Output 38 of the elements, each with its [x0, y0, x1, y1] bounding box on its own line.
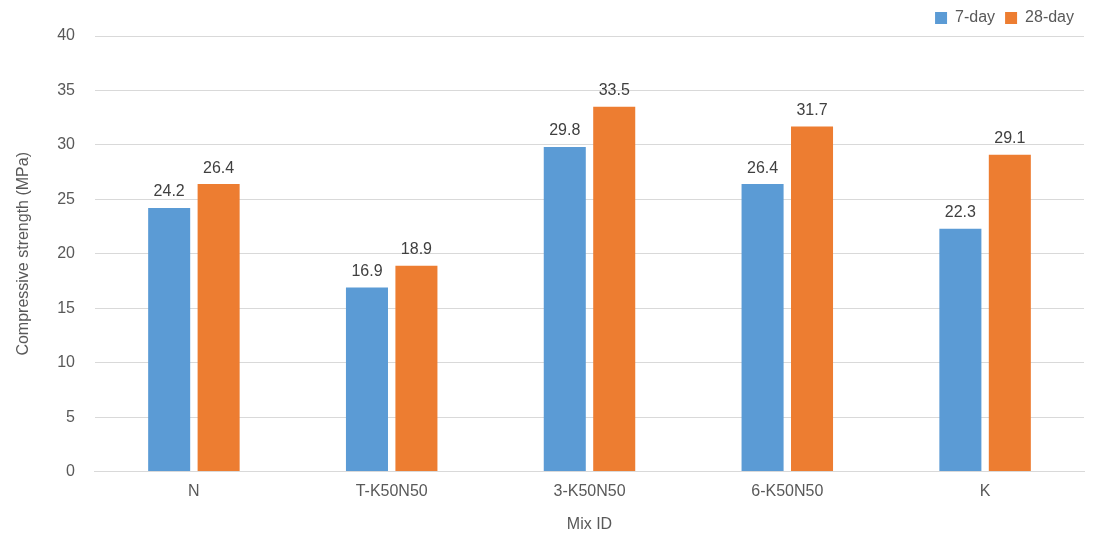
x-tick-label: K — [979, 481, 991, 499]
bar — [741, 184, 784, 472]
y-tick-label: 40 — [57, 26, 76, 44]
y-tick-label: 15 — [57, 298, 76, 316]
y-tick-label: 5 — [66, 407, 76, 425]
x-tick-label: N — [188, 481, 200, 499]
bar — [791, 126, 834, 472]
y-tick-label: 20 — [57, 244, 76, 262]
x-tick-label: 3-K50N50 — [553, 481, 626, 499]
data-label: 18.9 — [400, 240, 433, 258]
data-label: 22.3 — [944, 203, 977, 221]
y-tick-label: 10 — [57, 353, 76, 371]
x-axis-title: Mix ID — [566, 514, 613, 532]
legend-label: 28-day — [1025, 8, 1074, 26]
data-label: 31.7 — [796, 100, 828, 118]
x-tick-label: T-K50N50 — [355, 481, 428, 499]
legend-label: 7-day — [955, 8, 996, 26]
y-tick-label: 35 — [57, 80, 76, 98]
y-tick-label: 0 — [66, 462, 76, 480]
bar — [543, 147, 586, 472]
bar — [939, 228, 982, 472]
data-label: 29.8 — [549, 121, 581, 139]
x-tick-label: 6-K50N50 — [751, 481, 824, 499]
bar — [148, 208, 191, 472]
bar — [593, 106, 636, 472]
data-label: 16.9 — [351, 261, 383, 279]
bar — [988, 154, 1031, 472]
data-label: 33.5 — [598, 81, 630, 99]
data-label: 29.1 — [994, 129, 1026, 147]
bar — [395, 265, 438, 472]
data-label: 26.4 — [203, 158, 235, 176]
bar — [197, 184, 240, 472]
y-tick-label: 30 — [57, 135, 76, 153]
data-label: 24.2 — [153, 182, 185, 200]
bar — [345, 287, 388, 472]
y-axis-title: Compressive strength (MPa) — [14, 151, 32, 356]
y-tick-label: 25 — [57, 189, 76, 207]
data-label: 26.4 — [747, 158, 779, 176]
